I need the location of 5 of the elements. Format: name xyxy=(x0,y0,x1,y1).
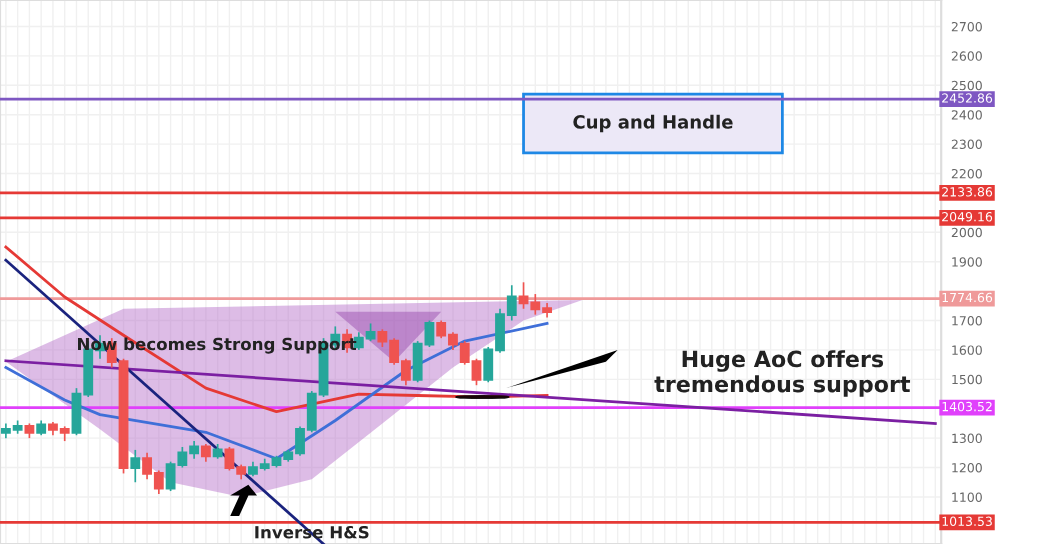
candlestick xyxy=(130,449,141,484)
annotation: Cup and Handle xyxy=(573,114,733,133)
line-series xyxy=(4,245,549,414)
annotation: Huge AoC offers tremendous support xyxy=(654,350,911,397)
line-series xyxy=(4,322,549,461)
